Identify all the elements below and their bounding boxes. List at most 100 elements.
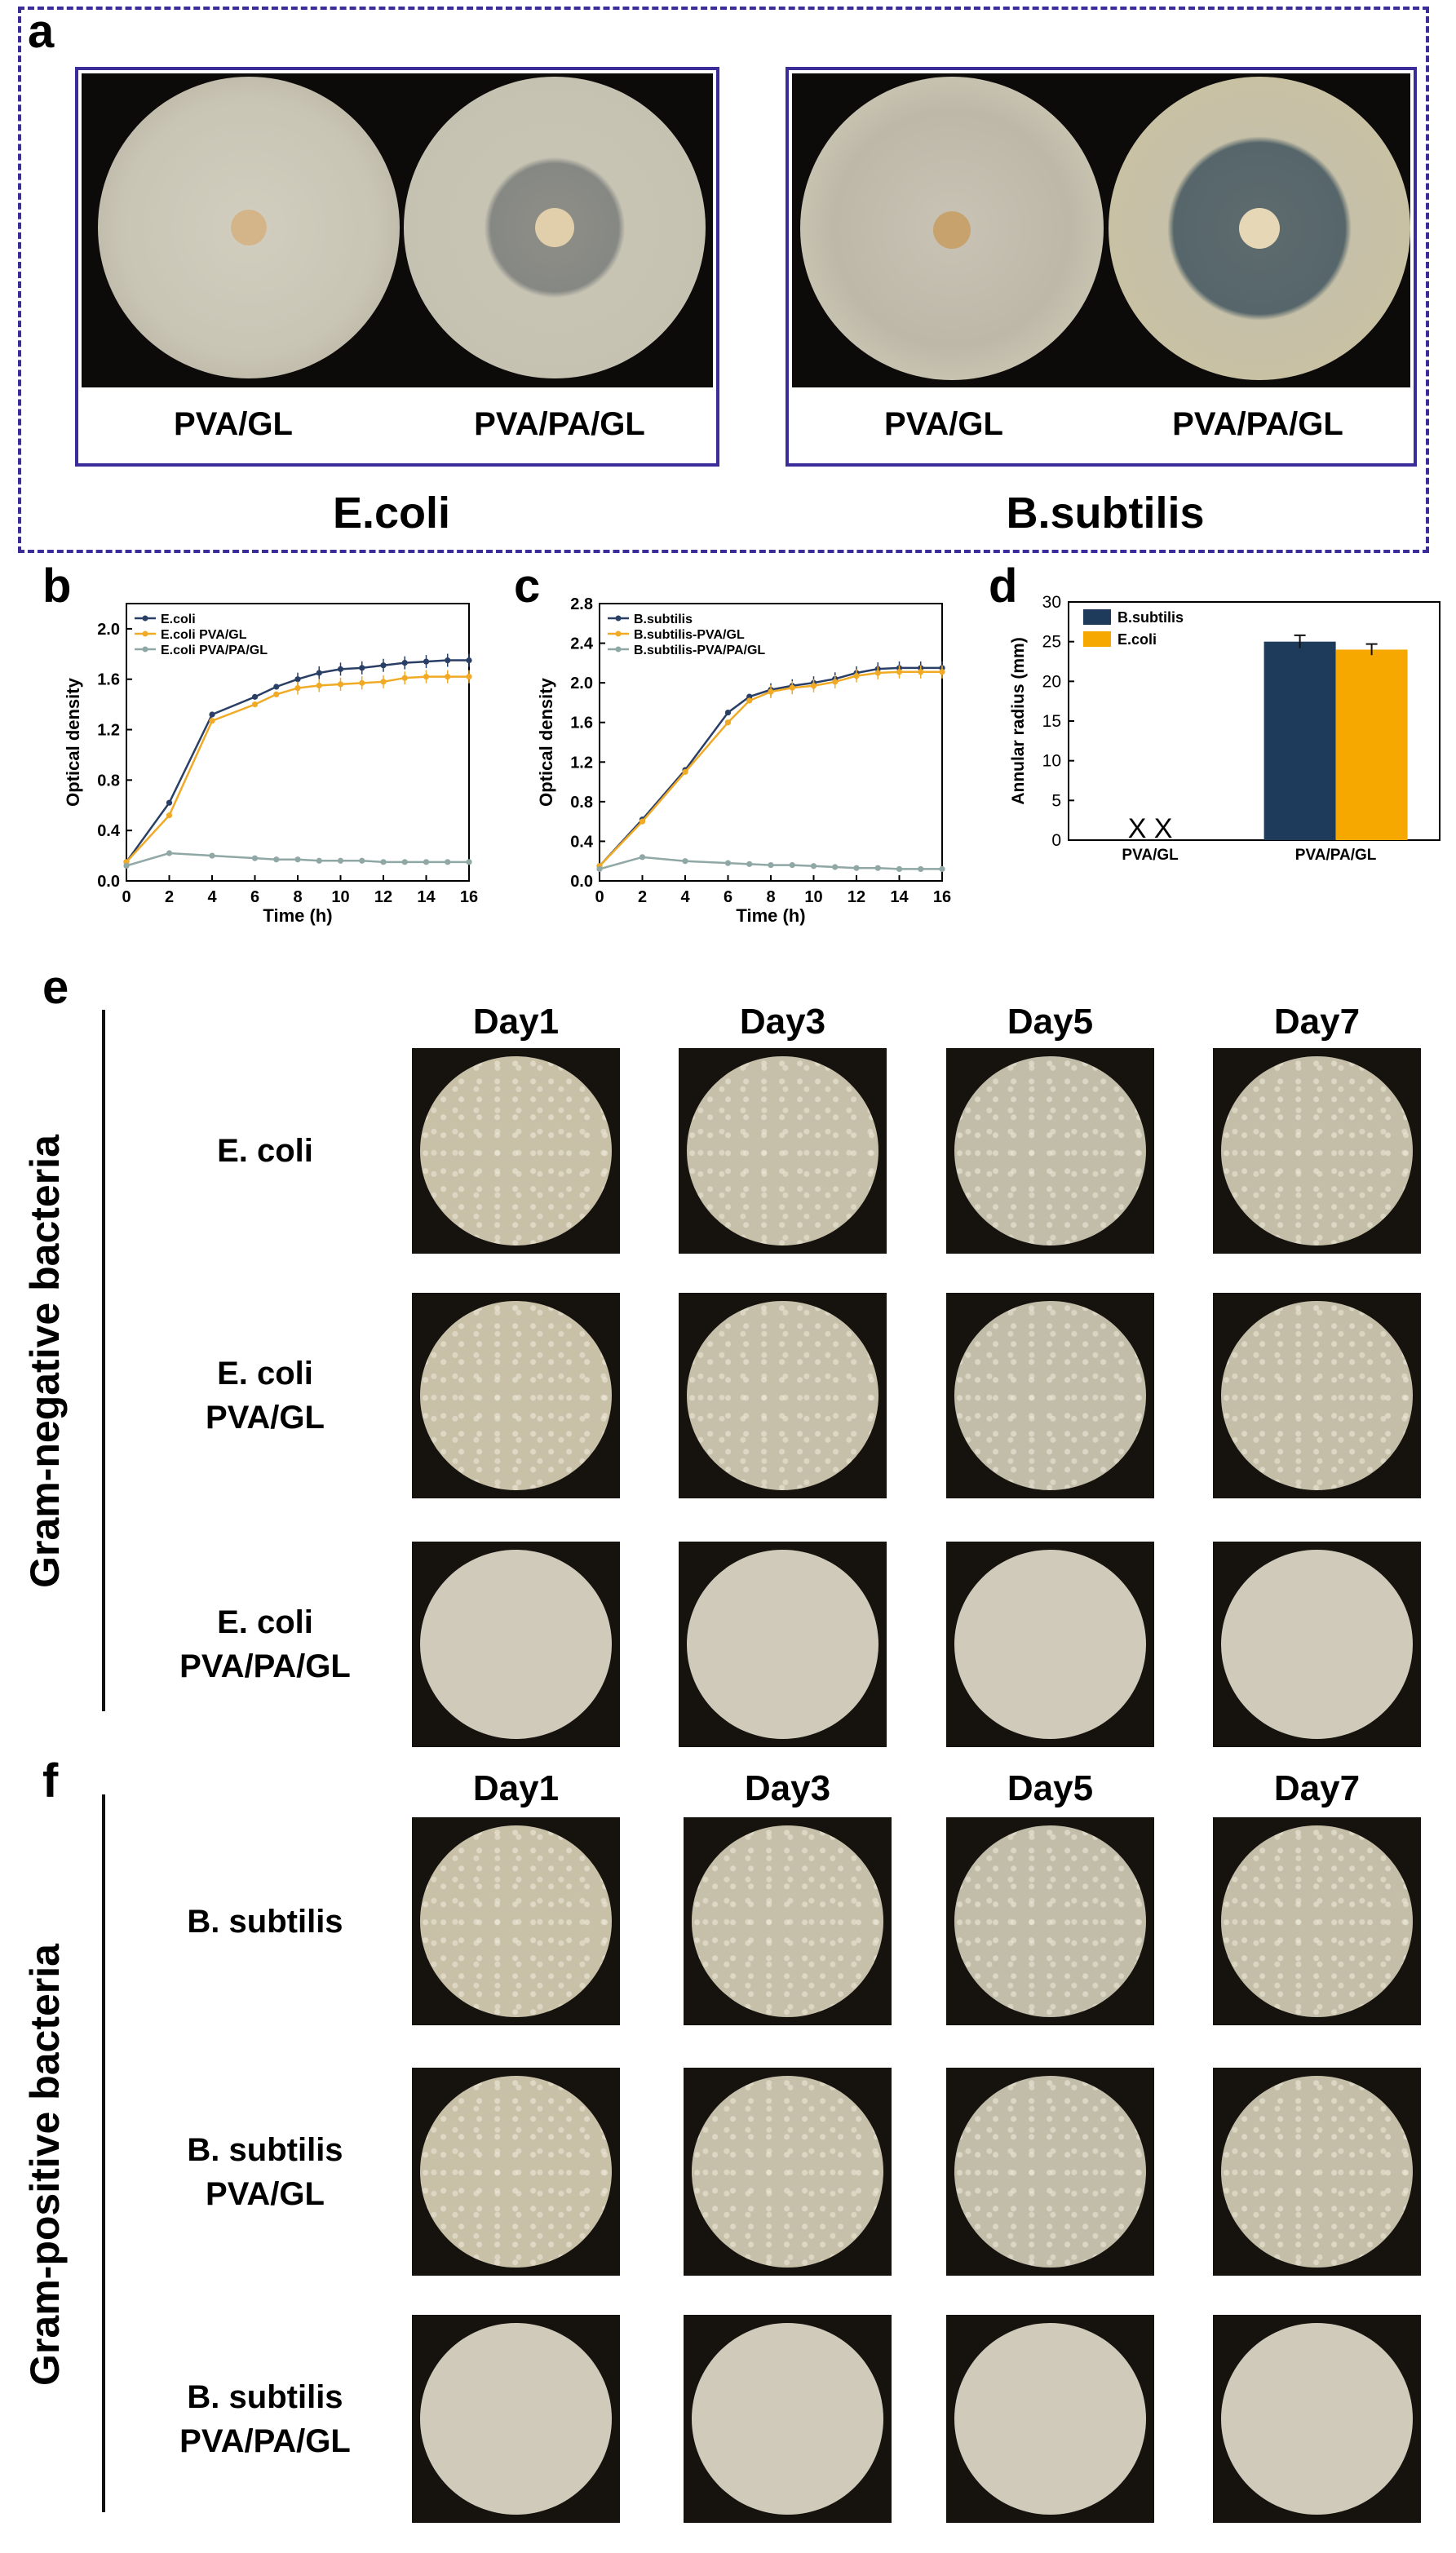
x-tick-label: 2 <box>165 888 174 906</box>
panel-label-c: c <box>514 560 541 613</box>
x-tick-label: 12 <box>847 888 865 906</box>
data-point <box>294 676 301 683</box>
x-tick-label: 4 <box>680 888 690 906</box>
data-point <box>316 857 322 864</box>
clear-agar-plate <box>420 1550 612 1739</box>
series-line <box>599 856 942 870</box>
category-label: PVA/GL <box>1122 847 1179 864</box>
data-point <box>768 861 774 869</box>
data-point <box>423 859 430 865</box>
sample-disc <box>535 208 574 247</box>
caption-pva-gl: PVA/GL <box>884 406 1003 442</box>
petri-dish-photo <box>1213 2315 1421 2523</box>
panel-label-f: f <box>42 1754 59 1807</box>
colony-plate <box>687 1301 878 1490</box>
y-axis-title: Optical density <box>63 677 83 806</box>
caption-pva-gl: PVA/GL <box>174 406 293 442</box>
row-label-line1: B. subtilis <box>187 1903 343 1940</box>
legend-label: E.coli <box>1117 631 1157 648</box>
row-label: B. subtilis PVA/PA/GL <box>131 2375 400 2463</box>
data-point <box>401 859 408 865</box>
series-line <box>125 659 469 863</box>
row-label-line2: PVA/PA/GL <box>179 2422 351 2459</box>
colony-plate <box>954 1301 1146 1490</box>
data-point <box>874 865 881 871</box>
data-point <box>810 863 817 869</box>
data-point <box>251 701 259 708</box>
petri-dish-photo <box>1213 1048 1421 1254</box>
legend-marker <box>142 615 148 622</box>
row-label: B. subtilis PVA/GL <box>131 2128 400 2216</box>
legend-label: E.coli <box>161 613 196 626</box>
series-line <box>599 666 942 867</box>
legend-marker <box>142 631 148 637</box>
absent-marker: X X <box>1128 813 1173 844</box>
data-point <box>209 852 215 859</box>
y-tick-label: 0.4 <box>97 822 121 840</box>
clear-agar-plate <box>692 2323 883 2515</box>
y-tick-label: 1.6 <box>97 671 120 689</box>
colony-plate <box>420 2076 612 2268</box>
data-point <box>251 855 259 861</box>
data-point <box>768 688 774 695</box>
optical-density-chart-ecoli: 0 2 4 6 8 10 12 14 16 0.0 0.4 0.8 1.2 1.6 2.0 Time (h) O… <box>63 603 478 926</box>
y-tick-label: 2.0 <box>570 675 593 692</box>
x-tick-label: 2 <box>638 888 647 906</box>
x-tick-label: 0 <box>595 888 604 906</box>
data-point <box>359 857 365 864</box>
data-point <box>918 865 924 873</box>
panel-a-frame <box>18 7 1429 553</box>
day-header: Day7 <box>1273 1002 1361 1042</box>
sample-disc <box>1239 208 1280 249</box>
data-point <box>832 864 839 870</box>
data-point <box>746 861 753 867</box>
day-header: Day5 <box>1007 1768 1094 1808</box>
data-point <box>423 658 430 665</box>
x-tick-label: 14 <box>890 888 909 906</box>
petri-dish-photo <box>1213 2068 1421 2276</box>
data-point <box>166 812 173 819</box>
data-point <box>682 768 688 776</box>
petri-dish-photo <box>412 2068 620 2276</box>
category-label: PVA/PA/GL <box>1295 847 1377 864</box>
y-tick-label: 0.8 <box>570 794 593 812</box>
y-axis-title: Optical density <box>536 677 556 806</box>
y-tick-label: 0.8 <box>97 772 120 790</box>
data-point <box>746 697 753 704</box>
day-header: Day7 <box>1273 1768 1361 1808</box>
y-tick-label: 1.6 <box>570 715 593 732</box>
ecoli-photo-box: PVA/GL PVA/PA/GL <box>75 67 719 467</box>
series-line <box>599 670 942 867</box>
caption-pva-pa-gl: PVA/PA/GL <box>474 406 645 442</box>
x-tick-label: 12 <box>374 888 392 906</box>
day-header: Day1 <box>472 1768 560 1808</box>
row-label-line1: E. coli <box>217 1604 313 1640</box>
data-point <box>380 662 387 669</box>
y-tick-label: 0.0 <box>570 873 593 891</box>
bar <box>1263 641 1336 840</box>
row-label-line2: PVA/PA/GL <box>179 1648 351 1684</box>
petri-dish-photo <box>684 2315 892 2523</box>
data-point <box>445 657 451 664</box>
legend-swatch <box>1083 631 1111 647</box>
gram-positive-label: Gram-positive bacteria <box>22 1944 68 2386</box>
sample-disc <box>933 211 971 249</box>
colony-plate <box>1221 2076 1413 2268</box>
data-point <box>337 666 344 672</box>
data-point <box>337 857 344 864</box>
data-point <box>294 684 301 692</box>
panel-label-b: b <box>42 560 72 613</box>
panel-label-a: a <box>28 5 55 58</box>
data-point <box>466 859 472 865</box>
day-header: Day3 <box>744 1768 831 1808</box>
data-point <box>209 711 215 718</box>
x-axis-title: Time (h) <box>736 905 805 926</box>
data-point <box>724 709 732 716</box>
x-tick-label: 0 <box>122 888 131 906</box>
colony-plate <box>1221 1301 1413 1490</box>
x-tick-label: 10 <box>331 888 349 906</box>
row-label-line1: B. subtilis <box>187 2378 343 2415</box>
data-point <box>918 669 924 675</box>
data-point <box>596 865 603 873</box>
data-point <box>273 691 280 697</box>
